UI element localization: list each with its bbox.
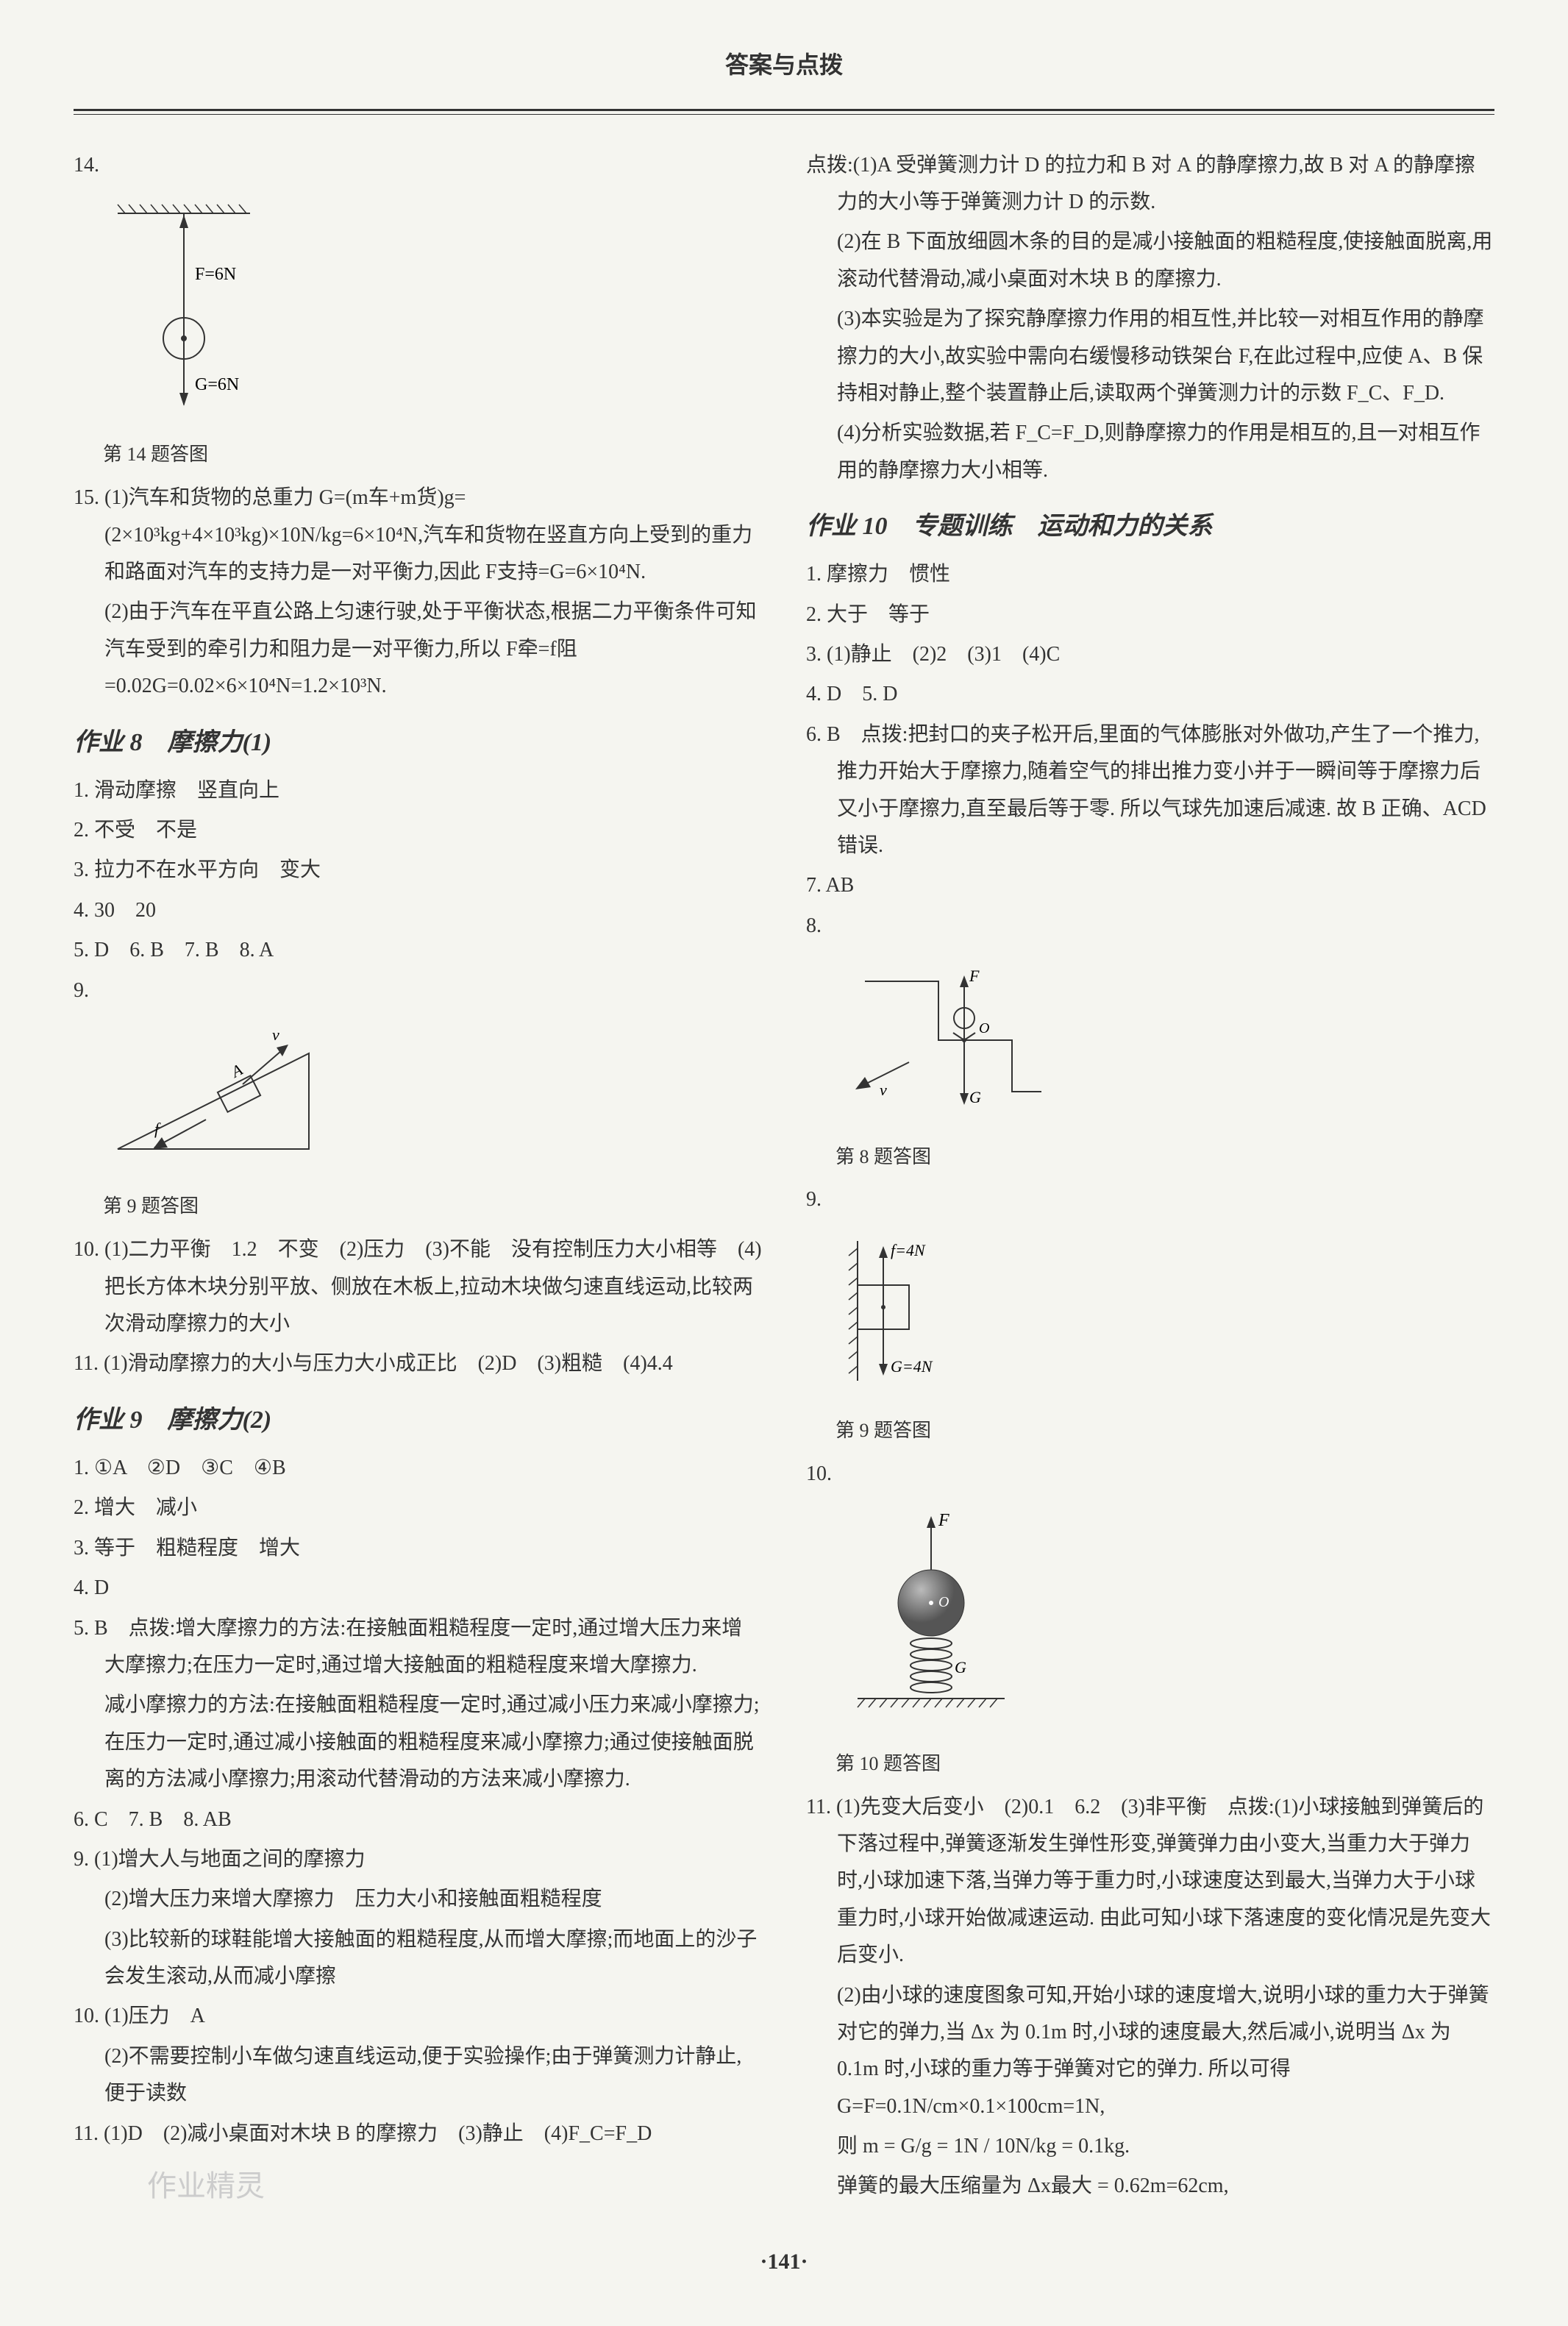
sec9-a10b: (2)不需要控制小车做匀速直线运动,便于实验操作;由于弹簧测力计静止,便于读数 — [74, 2038, 762, 2113]
cont-p3: (3)本实验是为了探究静摩擦力作用的相互性,并比较一对相互作用的静摩擦力的大小,… — [806, 301, 1494, 412]
sec10-fig10: F O G — [835, 1507, 1494, 1781]
svg-text:f: f — [154, 1120, 161, 1138]
fig9-svg: f=4N G=4N — [835, 1234, 1027, 1395]
q14-svg: F=6N G=6N — [103, 199, 265, 419]
cont-p2: (2)在 B 下面放细圆木条的目的是减小接触面的粗糙程度,使接触面脱离,用滚动代… — [806, 224, 1494, 298]
svg-text:f=4N: f=4N — [891, 1241, 926, 1259]
svg-text:v: v — [880, 1081, 887, 1099]
sec8-fig9-cap: 第 9 题答图 — [103, 1189, 762, 1224]
sec8-a3: 3. 拉力不在水平方向 变大 — [74, 852, 762, 889]
svg-text:G=4N: G=4N — [891, 1357, 933, 1376]
g-label: G=6N — [195, 375, 239, 394]
sec10-a11d: 弹簧的最大压缩量为 Δx最大 = 0.62m=62cm, — [806, 2168, 1494, 2205]
sec9-title: 作业 9 摩擦力(2) — [74, 1398, 762, 1443]
sec10-a6: 6. B 点拨:把封口的夹子松开后,里面的气体膨胀对外做功,产生了一个推力,推力… — [806, 716, 1494, 865]
f-label: F=6N — [195, 265, 236, 284]
sec8-a11: 11. (1)滑动摩擦力的大小与压力大小成正比 (2)D (3)粗糙 (4)4.… — [74, 1345, 762, 1382]
sec8-a1: 1. 滑动摩擦 竖直向上 — [74, 772, 762, 809]
sec10-a2: 2. 大于 等于 — [806, 597, 1494, 633]
sec9-a9: 9. (1)增大人与地面之间的摩擦力 — [74, 1841, 762, 1878]
sec9-a6: 6. C 7. B 8. AB — [74, 1802, 762, 1838]
sec8-title: 作业 8 摩擦力(1) — [74, 720, 762, 765]
header-rule — [74, 109, 1494, 115]
sec10-a11b: (2)由小球的速度图象可知,开始小球的速度增大,说明小球的重力大于弹簧对它的弹力… — [806, 1977, 1494, 2126]
sec10-fig8: F O G v 第 8 题答图 — [835, 959, 1494, 1174]
fig8-svg: F O G v — [835, 959, 1056, 1121]
sec10-a11c: 则 m = G/g = 1N / 10N/kg = 0.1kg. — [806, 2128, 1494, 2165]
content-columns: 14. F=6N G=6N — [74, 144, 1494, 2213]
q15-p2: (2)由于汽车在平直公路上匀速行驶,处于平衡状态,根据二力平衡条件可知汽车受到的… — [74, 594, 762, 705]
q14-caption: 第 14 题答图 — [103, 438, 762, 472]
sec8-fig9-svg: A v f — [103, 1024, 338, 1171]
sec8-a5: 5. D 6. B 7. B 8. A — [74, 932, 762, 969]
sec9-a9b: (2)增大压力来增大摩擦力 压力大小和接触面粗糙程度 — [74, 1881, 762, 1918]
svg-text:G: G — [969, 1088, 981, 1106]
page-number: ·141· — [74, 2242, 1494, 2282]
sec9-a2: 2. 增大 减小 — [74, 1490, 762, 1526]
cont-p1: 点拨:(1)A 受弹簧测力计 D 的拉力和 B 对 A 的静摩擦力,故 B 对 … — [806, 147, 1494, 221]
svg-text:F: F — [969, 967, 980, 985]
sec10-a10: 10. — [806, 1456, 1494, 1493]
sec10-a11: 11. (1)先变大后变小 (2)0.1 6.2 (3)非平衡 点拨:(1)小球… — [806, 1789, 1494, 1974]
sec9-a11: 11. (1)D (2)减小桌面对木块 B 的摩擦力 (3)静止 (4)F_C=… — [74, 2116, 762, 2152]
right-column: 点拨:(1)A 受弹簧测力计 D 的拉力和 B 对 A 的静摩擦力,故 B 对 … — [806, 144, 1494, 2213]
fig8-cap: 第 8 题答图 — [835, 1140, 1494, 1175]
sec8-a9: 9. — [74, 972, 762, 1009]
sec10-a4: 4. D 5. D — [806, 676, 1494, 713]
svg-text:O: O — [979, 1020, 989, 1036]
sec9-a5b: 减小摩擦力的方法:在接触面粗糙程度一定时,通过减小压力来减小摩擦力;在压力一定时… — [74, 1687, 762, 1798]
sec9-a5: 5. B 点拨:增大摩擦力的方法:在接触面粗糙程度一定时,通过增大压力来增大摩擦… — [74, 1610, 762, 1685]
sec9-a10: 10. (1)压力 A — [74, 1998, 762, 2035]
fig9-cap: 第 9 题答图 — [835, 1414, 1494, 1448]
fig10-svg: F O G — [835, 1507, 1027, 1728]
sec8-a4: 4. 30 20 — [74, 892, 762, 929]
sec9-a4: 4. D — [74, 1570, 762, 1607]
sec8-a2: 2. 不受 不是 — [74, 812, 762, 849]
q14-figure: F=6N G=6N 第 14 题答图 — [103, 199, 762, 472]
page-header: 答案与点拨 — [74, 44, 1494, 94]
sec10-a8: 8. — [806, 908, 1494, 945]
sec9-a1: 1. ①A ②D ③C ④B — [74, 1450, 762, 1487]
sec10-a7: 7. AB — [806, 867, 1494, 904]
svg-text:G: G — [955, 1658, 966, 1676]
sec10-a1: 1. 摩擦力 惯性 — [806, 556, 1494, 593]
sec8-fig9: A v f 第 9 题答图 — [103, 1024, 762, 1224]
sec10-title: 作业 10 专题训练 运动和力的关系 — [806, 504, 1494, 549]
sec9-a9c: (3)比较新的球鞋能增大接触面的粗糙程度,从而增大摩擦;而地面上的沙子会发生滚动… — [74, 1921, 762, 1996]
svg-text:F: F — [938, 1511, 949, 1530]
cont-p4: (4)分析实验数据,若 F_C=F_D,则静摩擦力的作用是相互的,且一对相互作用… — [806, 415, 1494, 489]
sec10-a9: 9. — [806, 1181, 1494, 1218]
sec10-a3: 3. (1)静止 (2)2 (3)1 (4)C — [806, 636, 1494, 673]
q14-num: 14. — [74, 147, 762, 184]
svg-text:A: A — [227, 1060, 246, 1082]
sec10-fig9: f=4N G=4N 第 9 题答图 — [835, 1234, 1494, 1448]
fig10-cap: 第 10 题答图 — [835, 1747, 1494, 1782]
q15-p1: 15. (1)汽车和货物的总重力 G=(m车+m货)g=(2×10³kg+4×1… — [74, 480, 762, 591]
sec8-a10: 10. (1)二力平衡 1.2 不变 (2)压力 (3)不能 没有控制压力大小相… — [74, 1231, 762, 1342]
svg-text:v: v — [272, 1025, 279, 1044]
svg-text:O: O — [938, 1594, 949, 1610]
left-column: 14. F=6N G=6N — [74, 144, 762, 2213]
watermark: 作业精灵 — [147, 2160, 762, 2213]
sec9-a3: 3. 等于 粗糙程度 增大 — [74, 1530, 762, 1567]
